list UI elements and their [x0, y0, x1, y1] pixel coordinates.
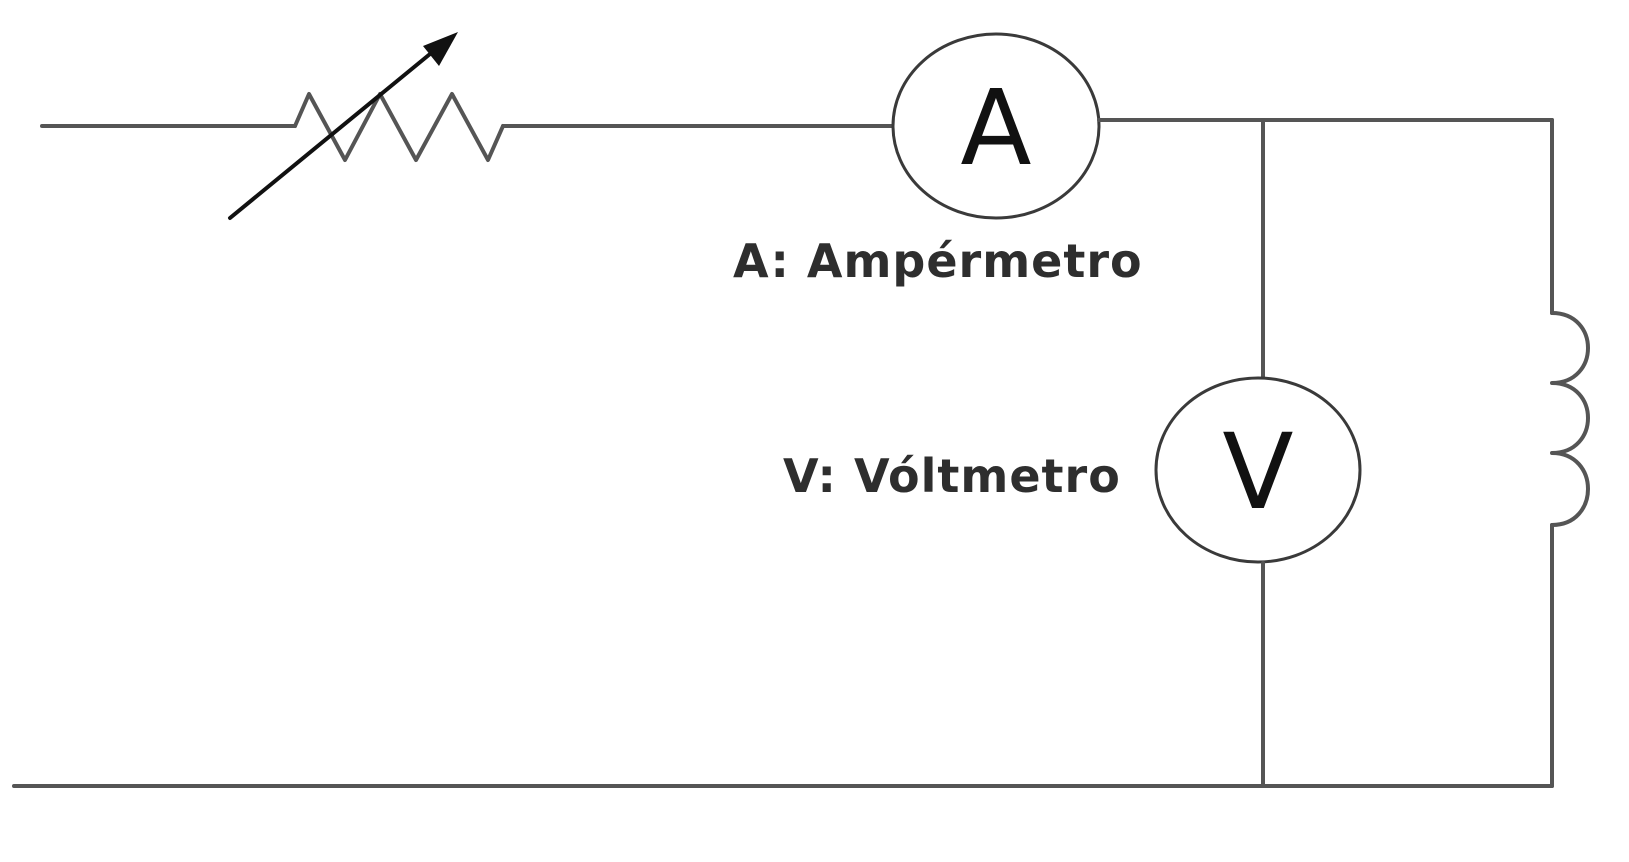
- inductor-coil-icon: [1550, 311, 1590, 527]
- ammeter-circle: [891, 32, 1101, 220]
- voltmeter-symbol: V: [1222, 411, 1293, 533]
- variable-resistor-icon: [293, 92, 505, 162]
- voltmeter-circle: [1154, 376, 1362, 564]
- variable-arrow-icon: [228, 32, 458, 220]
- voltmeter-label: V: Vóltmetro: [783, 449, 1121, 503]
- ammeter: A: [891, 32, 1101, 220]
- ammeter-label: A: Ampérmetro: [733, 234, 1143, 288]
- voltmeter: V: [1154, 376, 1362, 564]
- ammeter-symbol: A: [960, 67, 1031, 189]
